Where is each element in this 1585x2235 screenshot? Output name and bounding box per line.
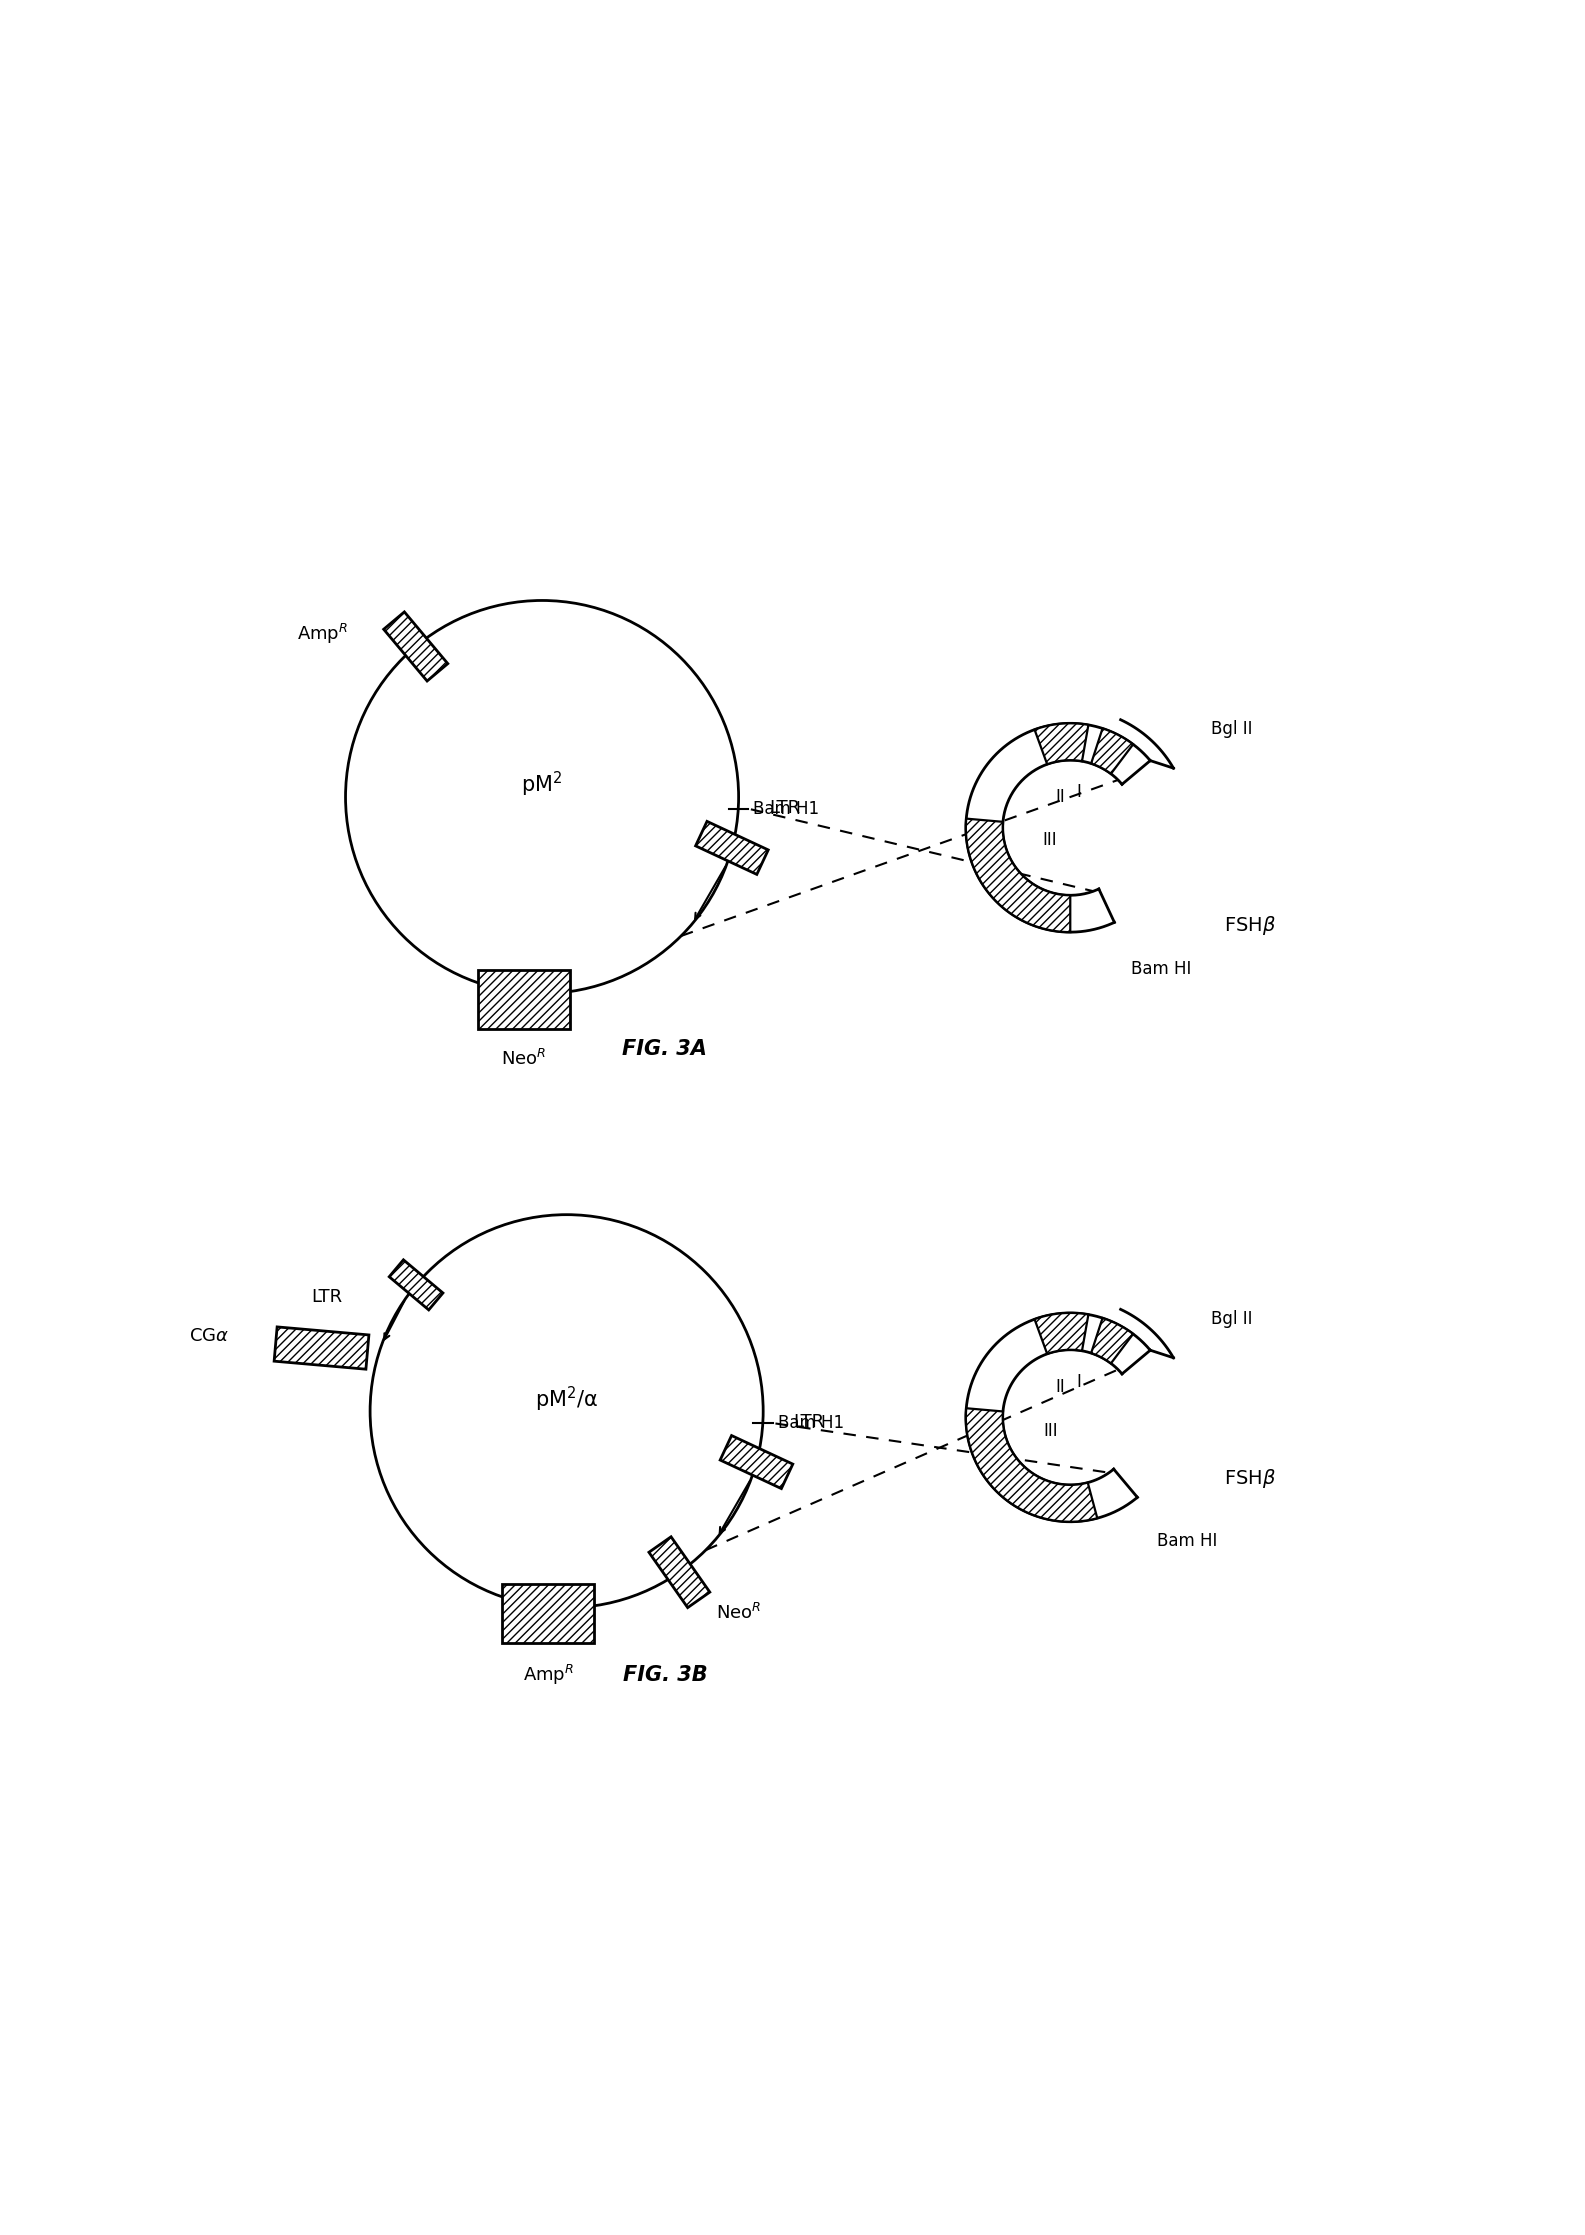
Polygon shape (1090, 1319, 1133, 1363)
Text: II: II (1056, 1379, 1065, 1397)
Text: I: I (1076, 782, 1081, 800)
Polygon shape (965, 1408, 1097, 1522)
Text: pM$^2$/α: pM$^2$/α (536, 1383, 598, 1413)
Text: LTR: LTR (769, 800, 800, 818)
Text: FIG. 3A: FIG. 3A (623, 1039, 707, 1059)
Text: Bgl II: Bgl II (1211, 1310, 1252, 1328)
Polygon shape (696, 820, 769, 874)
Text: Bam H1: Bam H1 (778, 1415, 845, 1433)
Text: Bam HI: Bam HI (1130, 961, 1192, 979)
Text: Neo$^R$: Neo$^R$ (716, 1602, 761, 1623)
Text: LTR: LTR (794, 1413, 824, 1430)
Text: Amp$^R$: Amp$^R$ (523, 1663, 574, 1687)
Text: Bam HI: Bam HI (1157, 1531, 1217, 1549)
Polygon shape (720, 1435, 792, 1489)
Text: III: III (1041, 831, 1057, 849)
Polygon shape (274, 1328, 369, 1370)
Polygon shape (384, 612, 449, 682)
Text: III: III (1045, 1421, 1059, 1442)
Polygon shape (502, 1585, 594, 1643)
Text: FIG. 3B: FIG. 3B (623, 1665, 707, 1685)
Text: Bgl II: Bgl II (1211, 720, 1252, 738)
Text: Bam H1: Bam H1 (753, 800, 819, 818)
Polygon shape (1035, 724, 1089, 764)
Text: CG$\alpha$: CG$\alpha$ (189, 1328, 230, 1345)
Text: LTR: LTR (311, 1287, 342, 1305)
Polygon shape (965, 818, 1070, 932)
Text: Amp$^R$: Amp$^R$ (296, 621, 349, 646)
Text: II: II (1056, 789, 1065, 807)
Text: FSH$\beta$: FSH$\beta$ (1224, 1466, 1276, 1491)
Text: I: I (1076, 1372, 1081, 1390)
Text: FSH$\beta$: FSH$\beta$ (1224, 914, 1276, 936)
Polygon shape (1035, 1312, 1089, 1354)
Polygon shape (477, 970, 569, 1028)
Polygon shape (1090, 729, 1133, 773)
Text: pM$^2$: pM$^2$ (521, 771, 563, 800)
Polygon shape (390, 1261, 442, 1310)
Polygon shape (648, 1538, 710, 1607)
Text: Neo$^R$: Neo$^R$ (501, 1048, 547, 1068)
